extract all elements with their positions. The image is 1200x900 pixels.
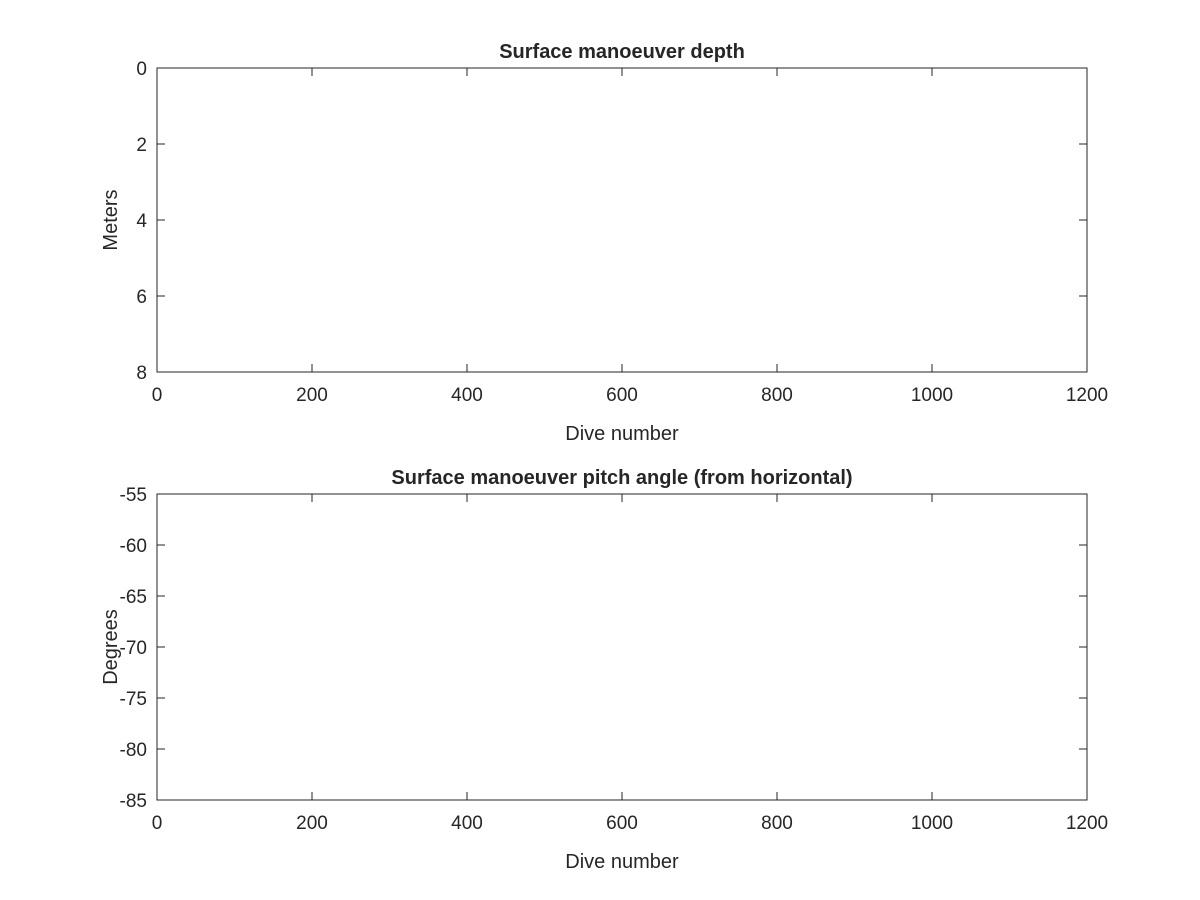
x-tick-label: 600 bbox=[606, 385, 638, 406]
y-tick-label: 0 bbox=[136, 59, 147, 80]
y-tick-label: 6 bbox=[136, 287, 147, 308]
x-tick-label: 1200 bbox=[1066, 813, 1108, 834]
y-axis-label: Meters bbox=[100, 189, 122, 250]
y-tick-label: 8 bbox=[136, 363, 147, 384]
y-tick-label: 4 bbox=[136, 211, 147, 232]
x-tick-label: 800 bbox=[761, 385, 793, 406]
y-tick-label: -85 bbox=[120, 791, 147, 812]
depth-chart-panel: 0 200 400 600 800 1000 1200 0 2 4 6 8 Surface manoeu… bbox=[100, 41, 1108, 445]
x-tick-label: 200 bbox=[296, 813, 328, 834]
x-tick-label: 200 bbox=[296, 385, 328, 406]
y-tick-label: -80 bbox=[120, 740, 147, 761]
x-tick-label: 0 bbox=[152, 813, 163, 834]
x-tick-label: 1000 bbox=[911, 385, 953, 406]
chart-title: Surface manoeuver pitch angle (from hori… bbox=[391, 467, 852, 489]
y-tick-label: -70 bbox=[120, 638, 147, 659]
x-tick-label: 1000 bbox=[911, 813, 953, 834]
chart-title: Surface manoeuver depth bbox=[499, 41, 745, 63]
y-tick-label: -60 bbox=[120, 536, 147, 557]
x-tick-label: 600 bbox=[606, 813, 638, 834]
x-tick-label: 800 bbox=[761, 813, 793, 834]
x-tick-label: 400 bbox=[451, 813, 483, 834]
axes-frame bbox=[156, 67, 1088, 373]
x-tick-label: 400 bbox=[451, 385, 483, 406]
x-axis-label: Dive number bbox=[565, 423, 679, 445]
pitch-chart-panel: 0 200 400 600 800 1000 1200 -55 -60 -65 -70 -75 -80 -… bbox=[100, 467, 1108, 873]
x-axis-label: Dive number bbox=[565, 851, 679, 873]
y-tick-label: -65 bbox=[120, 587, 147, 608]
ticks: 0 200 400 600 800 1000 1200 0 2 4 6 8 bbox=[136, 59, 1108, 406]
y-tick-label: -75 bbox=[120, 689, 147, 710]
x-tick-label: 1200 bbox=[1066, 385, 1108, 406]
ticks: 0 200 400 600 800 1000 1200 -55 -60 -65 -70 -75 -80 -… bbox=[120, 485, 1109, 834]
axes-frame bbox=[156, 493, 1088, 801]
y-axis-label: Degrees bbox=[100, 609, 122, 685]
y-tick-label: -55 bbox=[120, 485, 147, 506]
y-tick-label: 2 bbox=[136, 135, 147, 156]
x-tick-label: 0 bbox=[152, 385, 163, 406]
